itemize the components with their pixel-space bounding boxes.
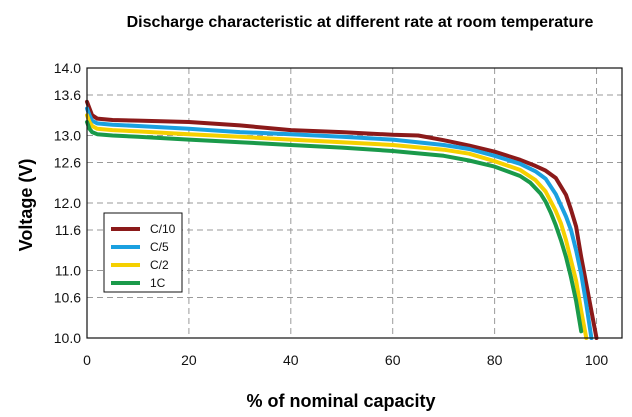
- legend-box: [103, 212, 183, 293]
- x-tick-label: 80: [487, 352, 503, 368]
- plot-frame: [86, 67, 623, 339]
- y-axis-label: Voltage (V): [16, 159, 36, 252]
- legend-label: C/10: [150, 222, 176, 236]
- series-lines: [85, 99, 599, 340]
- series-line-c-10: [85, 99, 599, 340]
- grid: [87, 68, 622, 338]
- legend-label: C/2: [150, 258, 169, 272]
- y-tick-label: 10.0: [54, 330, 81, 346]
- x-tick-label: 0: [83, 352, 91, 368]
- x-tick-label: 20: [181, 352, 197, 368]
- y-tick-label: 13.0: [54, 128, 81, 144]
- y-tick-label: 12.0: [54, 195, 81, 211]
- y-tick-label: 11.0: [55, 263, 81, 279]
- x-tick-label: 60: [385, 352, 401, 368]
- legend-label: 1C: [150, 276, 166, 290]
- y-tick-label: 13.6: [54, 87, 81, 103]
- y-tick-label: 12.6: [54, 155, 81, 171]
- legend-label: C/5: [150, 240, 169, 254]
- series-line-1c: [85, 120, 584, 334]
- x-axis-label: % of nominal capacity: [246, 391, 435, 411]
- series-line-c-2: [85, 113, 589, 340]
- y-tick-label: 11.6: [55, 222, 81, 238]
- x-tick-label: 40: [283, 352, 299, 368]
- y-tick-label: 10.6: [54, 290, 81, 306]
- x-tick-label: 100: [585, 352, 609, 368]
- chart-title: Discharge characteristic at different ra…: [127, 14, 594, 31]
- y-tick-label: 14.0: [54, 60, 81, 76]
- legend: C/10 C/5 C/2 1C: [103, 212, 183, 293]
- series-line-c-5: [85, 106, 594, 340]
- tick-labels: 0 20 40 60 80 100 10.0 10.6 11.0 11.6 12.0 12.6 13.0…: [54, 60, 609, 368]
